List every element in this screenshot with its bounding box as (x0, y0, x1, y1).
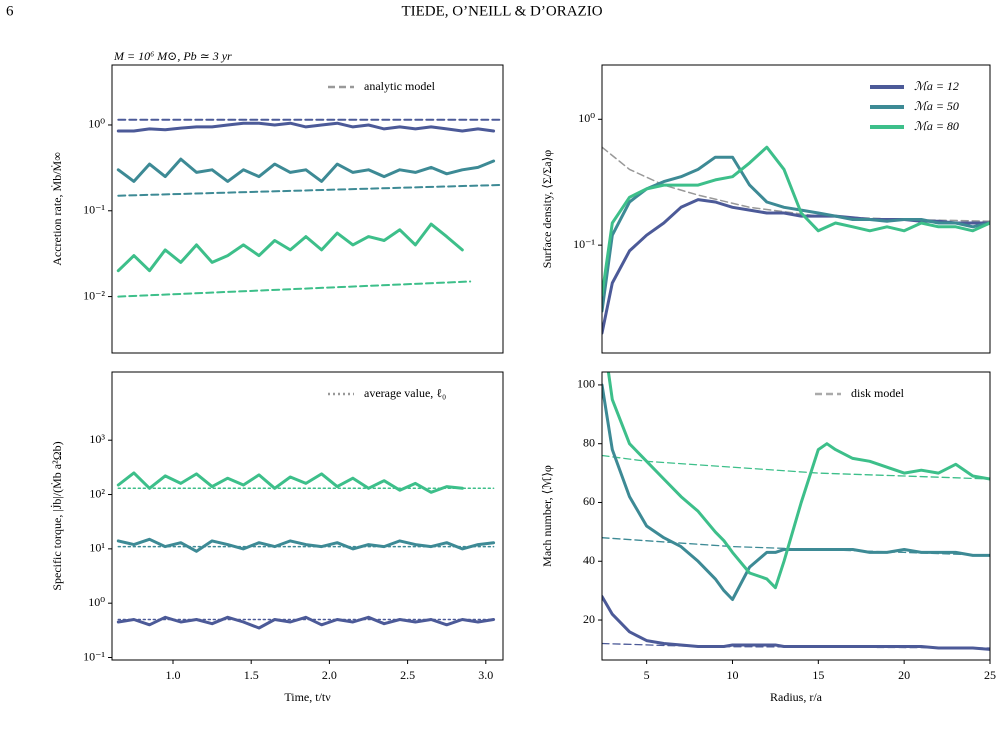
page-number: 6 (6, 3, 14, 19)
plot-frame (601, 64, 991, 354)
series-line (116, 537, 496, 553)
y-tick-label: 10⁰ (578, 111, 595, 125)
y-tick-label: 10⁻² (83, 288, 105, 302)
y-tick-label: 10⁻¹ (573, 237, 595, 251)
y-axis-label: Mach number, ⟨ℳ⟩φ (540, 465, 554, 567)
y-tick-label: 10⁰ (88, 595, 105, 609)
plot-area (602, 372, 990, 651)
y-tick-label: 100 (577, 377, 595, 391)
x-tick-label: 20 (898, 668, 910, 682)
x-tick-label: 15 (812, 668, 824, 682)
plot-frame (601, 371, 991, 661)
running-head: TIEDE, O’NEILL & D’ORAZIO (401, 3, 602, 19)
annotation: M = 10⁶ M⊙, Pb ≃ 3 yr (113, 49, 232, 63)
series-line (116, 157, 496, 183)
x-tick-label: 1.0 (165, 668, 180, 682)
x-tick-label: 25 (984, 668, 996, 682)
y-tick-label: 60 (583, 494, 595, 508)
series-line (602, 145, 990, 297)
plot-frame (111, 371, 504, 661)
x-tick-label: 2.5 (400, 668, 415, 682)
legend-label: disk model (851, 386, 905, 400)
y-tick-label: 20 (583, 612, 595, 626)
x-tick-label: 1.5 (244, 668, 259, 682)
plot-area (602, 145, 990, 335)
plot-area (116, 118, 503, 298)
y-axis-label: Surface density, ⟨Σ/Σa⟩φ (540, 150, 554, 269)
series-line (116, 121, 496, 133)
series-line (602, 595, 990, 651)
legend-label: analytic model (364, 79, 436, 93)
y-axis-label: Specific torque, |J̇b|/(Ṁb a²Ωb) (50, 441, 64, 590)
series-line (116, 615, 496, 630)
plot-area (116, 471, 496, 630)
x-tick-label: 10 (726, 668, 738, 682)
series-line (602, 383, 990, 601)
plot-frame (111, 64, 504, 354)
y-axis-label: Accretion rate, Ṁb/Ṁ∞ (50, 152, 64, 266)
legend-label: ℳa = 50 (914, 99, 959, 113)
y-tick-label: 40 (583, 553, 595, 567)
y-tick-label: 10³ (89, 432, 105, 446)
x-axis-label: Time, t/tν (284, 690, 331, 704)
x-axis-label: Radius, r/a (770, 690, 823, 704)
y-tick-label: 80 (583, 435, 595, 449)
legend-label: ℳa = 12 (914, 79, 959, 93)
series-line (117, 280, 472, 298)
x-tick-label: 3.0 (478, 668, 493, 682)
series-line (117, 183, 503, 197)
y-tick-label: 10² (89, 486, 105, 500)
y-tick-label: 10⁻¹ (83, 649, 105, 663)
legend-label: ℳa = 80 (914, 119, 959, 133)
legend-label: average value, ℓ₀ (364, 386, 446, 400)
series-line (602, 454, 990, 480)
series-line (606, 372, 990, 590)
y-tick-label: 10⁰ (88, 117, 105, 131)
y-tick-label: 10⁻¹ (83, 203, 105, 217)
series-line (116, 471, 464, 494)
y-tick-label: 10¹ (89, 541, 105, 555)
x-tick-label: 5 (644, 668, 650, 682)
x-tick-label: 2.0 (322, 668, 337, 682)
series-line (116, 222, 464, 273)
series-line (602, 155, 990, 313)
